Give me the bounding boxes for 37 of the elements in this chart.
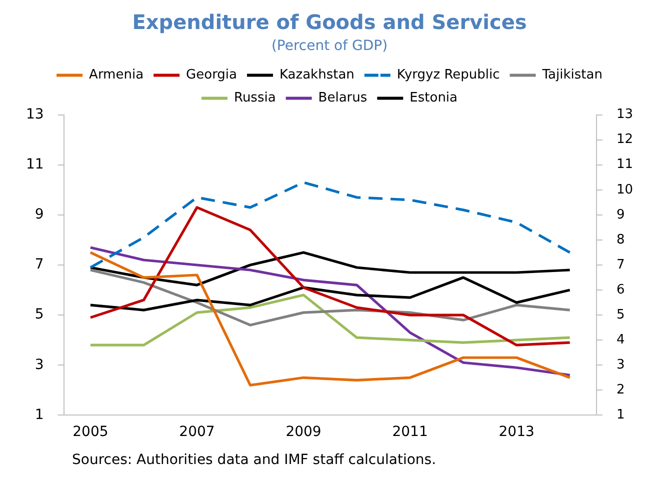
y2-tick-label: 10 [616, 182, 634, 198]
x-tick-label: 2009 [286, 424, 322, 440]
legend-label: Tajikistan [541, 68, 602, 83]
source-note: Sources: Authorities data and IMF staff calculations. [72, 452, 438, 468]
x-tick-label: 2005 [72, 424, 108, 440]
y2-tick-label: 2 [616, 382, 625, 398]
y2-tick-label: 11 [616, 157, 634, 172]
chart-title: Expenditure of Goods and Services [132, 10, 527, 34]
x-tick-label: 2007 [179, 424, 215, 440]
y-tick-label: 9 [34, 206, 44, 223]
x-tick-label: 2011 [392, 424, 428, 440]
y2-tick-label: 1 [616, 408, 625, 423]
y2-tick-label: 8 [616, 232, 625, 248]
chart-subtitle: (Percent of GDP) [271, 38, 388, 54]
y2-tick-label: 9 [616, 207, 625, 222]
legend-label: Georgia [186, 68, 238, 83]
legend-label: Kyrgyz Republic [396, 68, 500, 83]
x-tick-label: 2013 [498, 424, 534, 440]
y-tick-label: 13 [26, 106, 44, 122]
legend-label: Kazakhstan [280, 68, 354, 83]
y2-tick-label: 13 [616, 107, 634, 122]
y-tick-label: 1 [34, 406, 44, 423]
y2-tick-label: 12 [616, 132, 634, 148]
y2-tick-label: 4 [616, 332, 625, 348]
y2-tick-label: 7 [616, 257, 625, 272]
legend-label: Armenia [89, 68, 144, 83]
y2-tick-label: 5 [616, 307, 625, 322]
line-series [89, 181, 572, 269]
legend-label: Russia [234, 90, 276, 106]
y2-tick-label: 3 [616, 358, 625, 373]
y-tick-label: 11 [26, 156, 44, 173]
y-tick-label: 5 [34, 306, 44, 323]
y-tick-label: 3 [34, 356, 44, 373]
y2-tick-label: 6 [616, 282, 625, 298]
legend-label: Belarus [318, 90, 368, 106]
y-tick-label: 7 [34, 256, 44, 273]
legend-label: Estonia [410, 90, 458, 106]
